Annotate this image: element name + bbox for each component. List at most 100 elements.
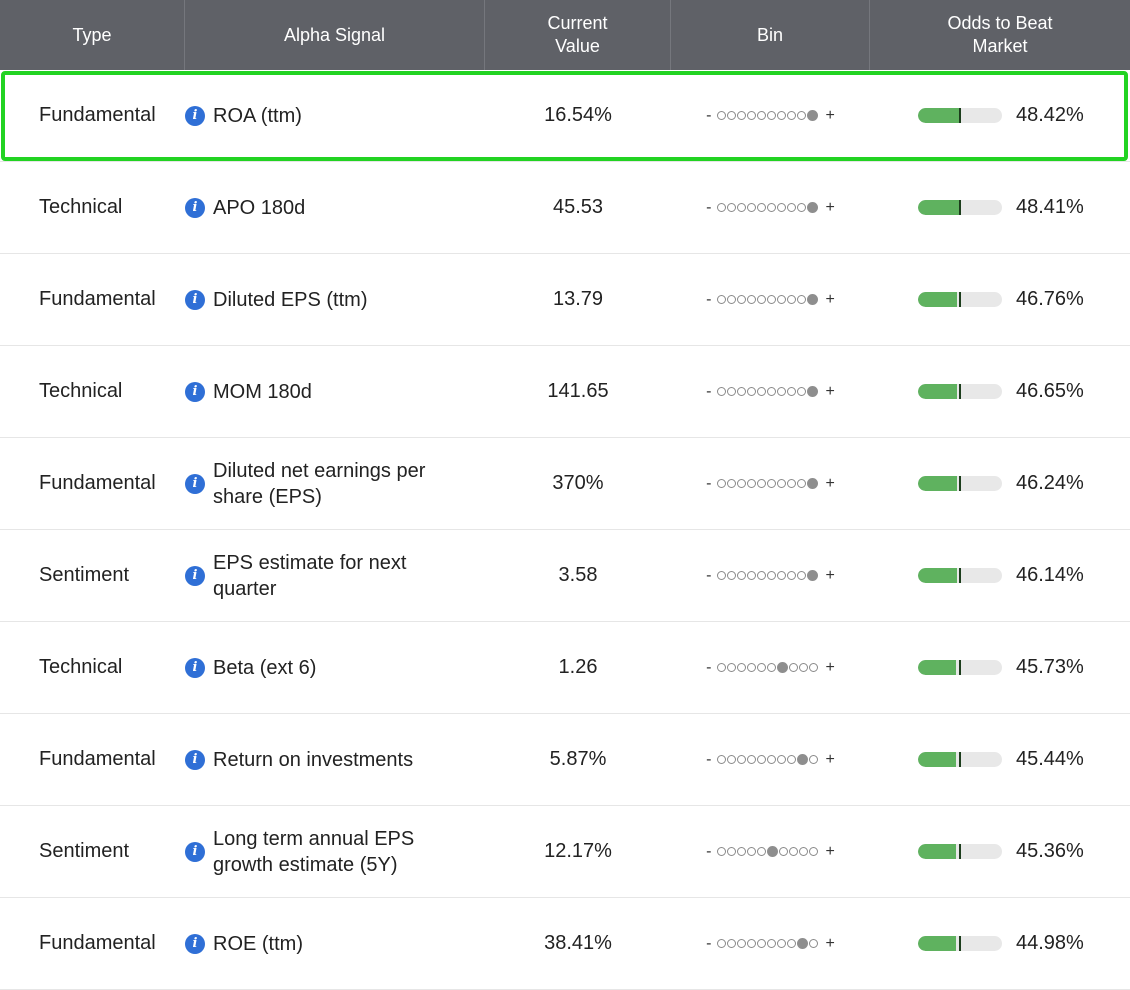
cell-bin: - + <box>671 714 870 805</box>
odds-value: 45.44% <box>1016 748 1084 770</box>
bin-dot <box>747 847 757 856</box>
info-icon[interactable]: i <box>185 105 205 126</box>
odds-bar <box>918 476 1002 491</box>
odds-bar <box>918 384 1002 399</box>
cell-current-value: 5.87% <box>485 714 671 805</box>
odds-bar <box>918 568 1002 583</box>
bin-dot <box>717 295 727 304</box>
info-icon[interactable]: i <box>185 473 205 494</box>
bin-dots <box>717 478 819 489</box>
bin-dot <box>797 479 807 488</box>
bin-dot <box>747 663 757 672</box>
bin-dot <box>717 847 727 856</box>
bin-plus: + <box>825 474 835 492</box>
bin-dot <box>757 847 767 856</box>
bin-dot <box>717 571 727 580</box>
bin-dot <box>799 663 809 672</box>
table-row[interactable]: Technical i APO 180d 45.53- +48.41% <box>0 162 1130 254</box>
bin-indicator: - + <box>700 935 841 953</box>
cell-bin: - + <box>671 70 870 161</box>
odds-value: 46.65% <box>1016 380 1084 402</box>
bin-dot-active <box>807 110 819 121</box>
alpha-signal-label: ROE (ttm) <box>213 932 303 955</box>
odds-bar-fill <box>918 568 957 583</box>
cell-type: Sentiment <box>0 806 185 897</box>
bin-dot <box>737 387 747 396</box>
cell-odds: 46.14% <box>870 530 1130 621</box>
bin-dot <box>767 203 777 212</box>
cell-bin: - + <box>671 622 870 713</box>
bin-dot <box>717 755 727 764</box>
table-row[interactable]: Fundamental i ROE (ttm) 38.41% - +44.98% <box>0 898 1130 990</box>
bin-dot <box>767 663 777 672</box>
cell-odds: 46.24% <box>870 438 1130 529</box>
cell-odds: 46.65% <box>870 346 1130 437</box>
cell-bin: - + <box>671 438 870 529</box>
table-row[interactable]: Sentiment i Long term annual EPS growth es… <box>0 806 1130 898</box>
bin-plus: + <box>825 382 835 400</box>
table-row[interactable]: Sentiment i EPS estimate for next quarter 3… <box>0 530 1130 622</box>
bin-dots <box>717 938 819 949</box>
cell-bin: - + <box>671 162 870 253</box>
bin-dot <box>737 939 747 948</box>
header-type[interactable]: Type <box>0 0 185 70</box>
current-value: 12.17% <box>544 840 612 862</box>
cell-type: Fundamental <box>0 898 185 989</box>
current-value: 45.53 <box>552 196 604 218</box>
bin-dot <box>767 295 777 304</box>
bin-indicator: - + <box>700 107 841 125</box>
bin-dots <box>717 110 819 121</box>
header-alpha-signal[interactable]: Alpha Signal <box>185 0 485 70</box>
bin-dot <box>737 571 747 580</box>
header-odds[interactable]: Odds to Beat Market <box>870 0 1130 70</box>
table-body: Fundamental i ROA (ttm) 16.54% - +48.42% Techn… <box>0 70 1130 990</box>
bin-dot <box>767 571 777 580</box>
table-row[interactable]: Fundamental i Return on investments 5.87% - +… <box>0 714 1130 806</box>
cell-alpha-signal: i Diluted net earnings per share (EPS) <box>185 438 485 529</box>
cell-current-value: 12.17% <box>485 806 671 897</box>
bin-indicator: - + <box>700 383 841 401</box>
table-header: Type Alpha Signal Current Value Bin Odds… <box>0 0 1130 70</box>
info-icon[interactable]: i <box>185 933 205 954</box>
bin-dot <box>747 571 757 580</box>
bin-dot <box>737 203 747 212</box>
table-row[interactable]: Fundamental i Diluted net earnings per sha… <box>0 438 1130 530</box>
cell-type: Technical <box>0 346 185 437</box>
cell-type: Technical <box>0 162 185 253</box>
info-icon[interactable]: i <box>185 749 205 770</box>
bin-dot-active <box>807 478 819 489</box>
bin-plus: + <box>825 842 835 860</box>
bin-dot <box>787 295 797 304</box>
cell-type: Fundamental <box>0 254 185 345</box>
table-row[interactable]: Fundamental i Diluted EPS (ttm) 13.79- +46.7… <box>0 254 1130 346</box>
table-row[interactable]: Technical i MOM 180d 141.65- +46.65% <box>0 346 1130 438</box>
bin-dot <box>727 939 737 948</box>
table-row[interactable]: Technical i Beta (ext 6) 1.26- +45.73% <box>0 622 1130 714</box>
current-value: 370% <box>552 472 604 494</box>
odds-bar-fill <box>918 108 959 123</box>
bin-dot <box>737 111 747 120</box>
cell-bin: - + <box>671 254 870 345</box>
bin-dots <box>717 294 819 305</box>
info-icon[interactable]: i <box>185 657 205 678</box>
info-icon[interactable]: i <box>185 289 205 310</box>
table-row[interactable]: Fundamental i ROA (ttm) 16.54% - +48.42% <box>0 70 1130 162</box>
bin-dot <box>717 203 727 212</box>
info-icon[interactable]: i <box>185 565 205 586</box>
bin-dot <box>779 847 789 856</box>
bin-indicator: - + <box>700 567 841 585</box>
bin-dot-active <box>807 386 819 397</box>
info-icon[interactable]: i <box>185 381 205 402</box>
bin-dot <box>717 387 727 396</box>
info-icon[interactable]: i <box>185 197 205 218</box>
header-odds-line2: Market <box>972 36 1028 56</box>
info-icon[interactable]: i <box>185 841 205 862</box>
bin-dot <box>727 111 737 120</box>
header-current-value[interactable]: Current Value <box>485 0 671 70</box>
type-label: Technical <box>39 196 123 218</box>
bin-dot <box>787 387 797 396</box>
header-bin[interactable]: Bin <box>671 0 870 70</box>
odds-bar <box>918 200 1002 215</box>
bin-dot <box>809 755 819 764</box>
cell-current-value: 45.53 <box>485 162 671 253</box>
